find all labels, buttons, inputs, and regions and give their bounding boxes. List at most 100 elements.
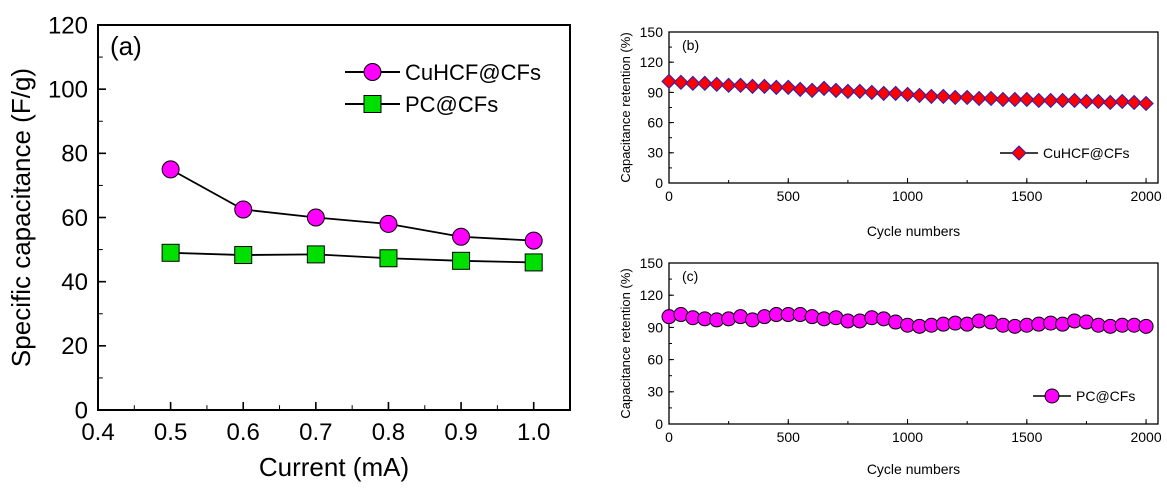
data-point — [673, 74, 689, 91]
x-axis-label: Current (mA) — [259, 452, 409, 482]
y-axis-label: Specific capacitance (F/g) — [6, 68, 36, 367]
y-axis-label: Capacitance retention (%) — [618, 268, 633, 418]
legend-marker — [363, 95, 382, 113]
data-point — [780, 79, 796, 96]
legend-label: PC@CFs — [405, 92, 498, 117]
data-point — [1114, 93, 1130, 110]
data-point — [1054, 92, 1071, 109]
data-point — [1078, 93, 1095, 110]
x-tick-label: 1500 — [1011, 429, 1042, 445]
y-tick-label: 150 — [640, 24, 664, 40]
legend-label: CuHCF@CFs — [1043, 145, 1130, 161]
series-line — [170, 168, 534, 242]
x-tick-label: 2000 — [1130, 429, 1161, 445]
y-tick-label: 0 — [655, 175, 663, 191]
data-point — [1066, 92, 1083, 109]
x-tick-label: 0.7 — [299, 419, 332, 446]
data-point — [935, 88, 952, 105]
data-point — [306, 208, 325, 227]
legend-marker — [363, 63, 382, 81]
data-point — [899, 86, 916, 103]
x-tick-label: 0.8 — [372, 419, 405, 446]
y-axis-label: Capacitance retention (%) — [618, 32, 633, 182]
chart-panel-2: 0 500 1000 1500 2000 0 30 60 90 120 150 Cycle numbe… — [618, 255, 1162, 477]
data-point — [732, 77, 749, 94]
data-point — [864, 84, 880, 101]
data-point — [1090, 93, 1107, 110]
y-tick-label: 30 — [647, 384, 663, 400]
legend-marker — [1011, 145, 1027, 161]
y-tick-label: 120 — [640, 54, 664, 70]
data-point — [685, 75, 701, 92]
data-point — [452, 251, 471, 270]
x-tick-label: 0.4 — [81, 419, 114, 446]
x-tick-label: 1.0 — [517, 419, 550, 446]
data-point — [852, 83, 868, 100]
y-tick-label: 150 — [640, 255, 664, 271]
y-tick-label: 90 — [647, 319, 663, 335]
data-point — [816, 80, 832, 97]
data-point — [709, 76, 725, 93]
y-tick-label: 0 — [75, 397, 88, 424]
x-tick-label: 500 — [777, 429, 801, 445]
data-point — [161, 243, 180, 262]
y-tick-label: 120 — [48, 12, 88, 39]
data-point — [947, 89, 963, 106]
x-tick-label: 0.5 — [154, 419, 187, 446]
data-point — [234, 246, 253, 265]
data-point — [995, 91, 1011, 108]
x-axis-label: Cycle numbers — [867, 461, 960, 477]
legend-label: PC@CFs — [1076, 388, 1135, 404]
x-tick-label: 500 — [777, 188, 801, 204]
y-tick-label: 80 — [61, 141, 88, 168]
y-tick-label: 30 — [647, 145, 663, 161]
data-point — [828, 82, 844, 99]
data-point — [379, 249, 398, 268]
data-point — [306, 245, 325, 264]
data-point — [524, 231, 543, 250]
data-point — [756, 78, 773, 95]
data-point — [1031, 92, 1047, 109]
x-tick-label: 0.9 — [444, 419, 477, 446]
y-tick-label: 0 — [655, 416, 663, 432]
data-point — [804, 82, 820, 99]
data-point — [661, 73, 677, 90]
data-point — [768, 79, 785, 96]
x-tick-label: 0 — [665, 429, 673, 445]
panel-label: (a) — [110, 31, 142, 61]
data-point — [1102, 94, 1118, 111]
legend-marker — [1044, 388, 1060, 404]
data-point — [887, 85, 904, 102]
chart-panel-0: 0.4 0.5 0.6 0.7 0.8 0.9 1.0 0 20 40 60 80 100 120 Curr… — [6, 12, 571, 482]
data-point — [720, 77, 737, 94]
y-tick-label: 60 — [647, 115, 663, 131]
data-point — [524, 253, 543, 272]
data-point — [971, 90, 987, 107]
data-point — [1042, 92, 1059, 109]
x-tick-label: 2000 — [1130, 188, 1161, 204]
y-tick-label: 20 — [61, 333, 88, 360]
data-point — [1138, 318, 1154, 334]
data-point — [1138, 95, 1154, 112]
series-line — [170, 251, 534, 264]
panel-label: (b) — [682, 37, 699, 53]
data-point — [840, 83, 856, 100]
data-point — [792, 81, 808, 98]
panel-label: (c) — [682, 268, 698, 284]
data-point — [161, 160, 180, 179]
y-tick-label: 120 — [640, 287, 664, 303]
y-tick-label: 100 — [48, 77, 88, 104]
data-point — [744, 78, 761, 95]
data-point — [983, 90, 999, 107]
x-tick-label: 1000 — [892, 188, 923, 204]
data-point — [875, 85, 892, 102]
y-tick-label: 60 — [61, 205, 88, 232]
x-tick-label: 1000 — [892, 429, 923, 445]
data-point — [1007, 91, 1023, 108]
y-tick-label: 90 — [647, 84, 663, 100]
x-tick-label: 1500 — [1011, 188, 1042, 204]
data-point — [1019, 91, 1035, 108]
data-point — [923, 88, 940, 105]
x-tick-label: 0 — [665, 188, 673, 204]
